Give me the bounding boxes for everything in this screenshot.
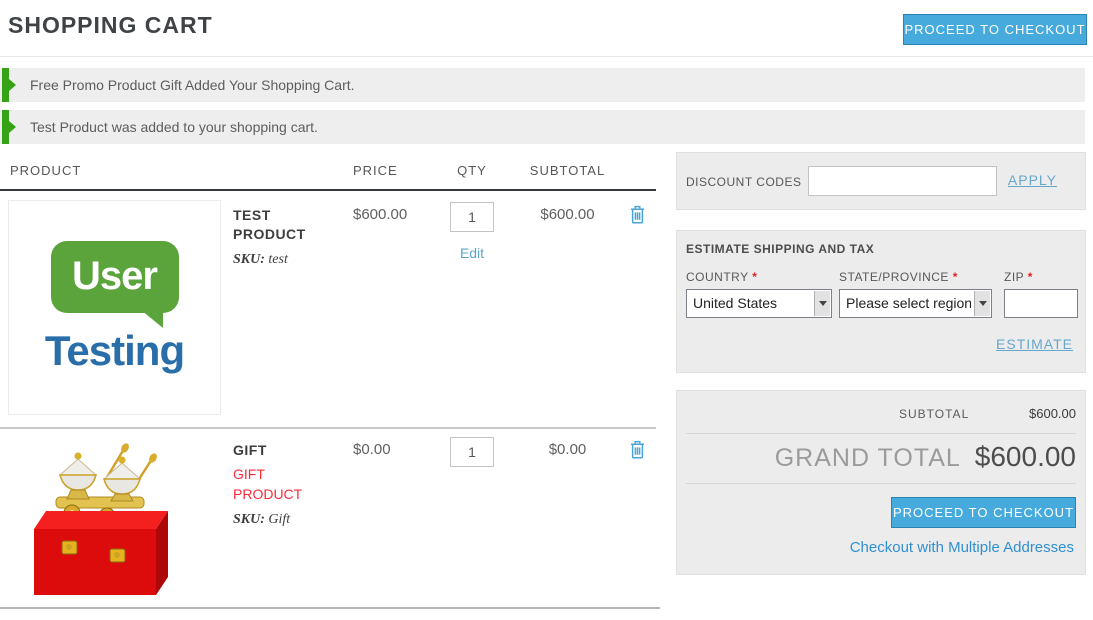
multiple-addresses-link[interactable]: Checkout with Multiple Addresses — [849, 539, 1074, 556]
logo-text-testing: Testing — [44, 326, 185, 374]
qty-input[interactable] — [450, 437, 494, 467]
product-name[interactable]: GIFT — [233, 442, 267, 458]
success-message: Free Promo Product Gift Added Your Shopp… — [0, 68, 1085, 102]
sku-value: Gift — [268, 512, 291, 527]
chevron-down-icon — [819, 301, 827, 306]
table-bottom-divider — [0, 607, 660, 609]
estimate-panel-title: ESTIMATE SHIPPING AND TAX — [686, 242, 875, 256]
state-select-value: Please select region — [846, 295, 971, 311]
apply-discount-link[interactable]: APPLY — [1007, 172, 1057, 188]
column-header-price: PRICE — [353, 163, 398, 178]
totals-divider — [686, 433, 1076, 434]
logo-text-user: User — [72, 254, 158, 298]
subtotal-value: $600.00 — [1029, 406, 1076, 421]
grand-total-value: $600.00 — [974, 441, 1076, 472]
item-subtotal: $0.00 — [548, 441, 587, 458]
dropdown-button[interactable] — [974, 291, 990, 316]
delete-item-button[interactable] — [629, 205, 646, 225]
cart-item-info: GIFT GIFT PRODUCT SKU: Gift — [233, 441, 328, 528]
required-asterisk: * — [752, 270, 758, 284]
row-divider — [0, 427, 656, 429]
sku-label: SKU: — [233, 252, 265, 267]
required-asterisk: * — [1027, 270, 1033, 284]
page-title: SHOPPING CART — [8, 12, 213, 38]
sku-label: SKU: — [233, 512, 265, 527]
column-header-subtotal: SUBTOTAL — [529, 163, 606, 178]
delete-item-button[interactable] — [629, 440, 646, 460]
estimate-shipping-panel: ESTIMATE SHIPPING AND TAX COUNTRY * STAT… — [676, 230, 1086, 373]
success-arrow-icon — [9, 79, 16, 91]
country-select-value: United States — [693, 295, 778, 311]
success-accent-bar — [2, 110, 9, 144]
sku-value: test — [268, 252, 288, 267]
success-message: Test Product was added to your shopping … — [0, 110, 1085, 144]
estimate-link[interactable]: ESTIMATE — [996, 336, 1073, 352]
country-select[interactable]: United States — [686, 289, 832, 318]
chevron-down-icon — [979, 301, 987, 306]
dropdown-button[interactable] — [814, 291, 830, 316]
grand-total-label: GRAND TOTAL — [774, 444, 961, 472]
qty-input[interactable] — [450, 202, 494, 232]
state-label: STATE/PROVINCE * — [839, 270, 958, 284]
success-accent-bar — [2, 68, 9, 102]
item-price: $0.00 — [353, 441, 391, 458]
trash-icon — [631, 205, 644, 224]
totals-divider — [686, 483, 1076, 484]
success-message-text: Free Promo Product Gift Added Your Shopp… — [30, 77, 355, 93]
product-image-test-product[interactable]: User Testing — [8, 200, 221, 415]
product-image-gift[interactable] — [10, 437, 188, 603]
gift-product-label: GIFT PRODUCT — [233, 466, 303, 502]
usertesting-logo: User Testing — [9, 201, 220, 414]
item-subtotal: $600.00 — [540, 206, 595, 223]
column-header-qty: QTY — [457, 163, 487, 178]
success-arrow-icon — [9, 121, 16, 133]
gift-box-image — [10, 437, 188, 603]
subtotal-label: SUBTOTAL — [899, 407, 970, 421]
discount-codes-label: DISCOUNT CODES — [686, 175, 802, 189]
product-sku: SKU: test — [233, 252, 328, 268]
required-asterisk: * — [952, 270, 958, 284]
product-name[interactable]: TEST PRODUCT — [233, 207, 306, 242]
success-message-text: Test Product was added to your shopping … — [30, 119, 318, 135]
product-sku: SKU: Gift — [233, 512, 328, 528]
discount-code-input[interactable] — [808, 166, 997, 196]
speech-bubble-tail — [140, 309, 163, 328]
zip-input[interactable] — [1004, 289, 1078, 318]
cart-totals-panel: SUBTOTAL $600.00 GRAND TOTAL $600.00 PRO… — [676, 390, 1086, 575]
discount-codes-panel: DISCOUNT CODES APPLY — [676, 152, 1086, 210]
country-label: COUNTRY * — [686, 270, 758, 284]
proceed-to-checkout-button-top[interactable]: PROCEED TO CHECKOUT — [903, 14, 1087, 45]
trash-icon — [631, 440, 644, 459]
zip-label: ZIP * — [1004, 270, 1033, 284]
item-price: $600.00 — [353, 206, 408, 223]
state-select[interactable]: Please select region — [839, 289, 992, 318]
title-divider — [0, 56, 1093, 57]
edit-item-link[interactable]: Edit — [459, 245, 485, 261]
column-header-product: PRODUCT — [10, 163, 82, 178]
proceed-to-checkout-button[interactable]: PROCEED TO CHECKOUT — [891, 497, 1076, 528]
grand-total-row: GRAND TOTAL $600.00 — [775, 441, 1076, 473]
cart-item-info: TEST PRODUCT SKU: test — [233, 206, 328, 268]
header-divider — [0, 189, 656, 191]
